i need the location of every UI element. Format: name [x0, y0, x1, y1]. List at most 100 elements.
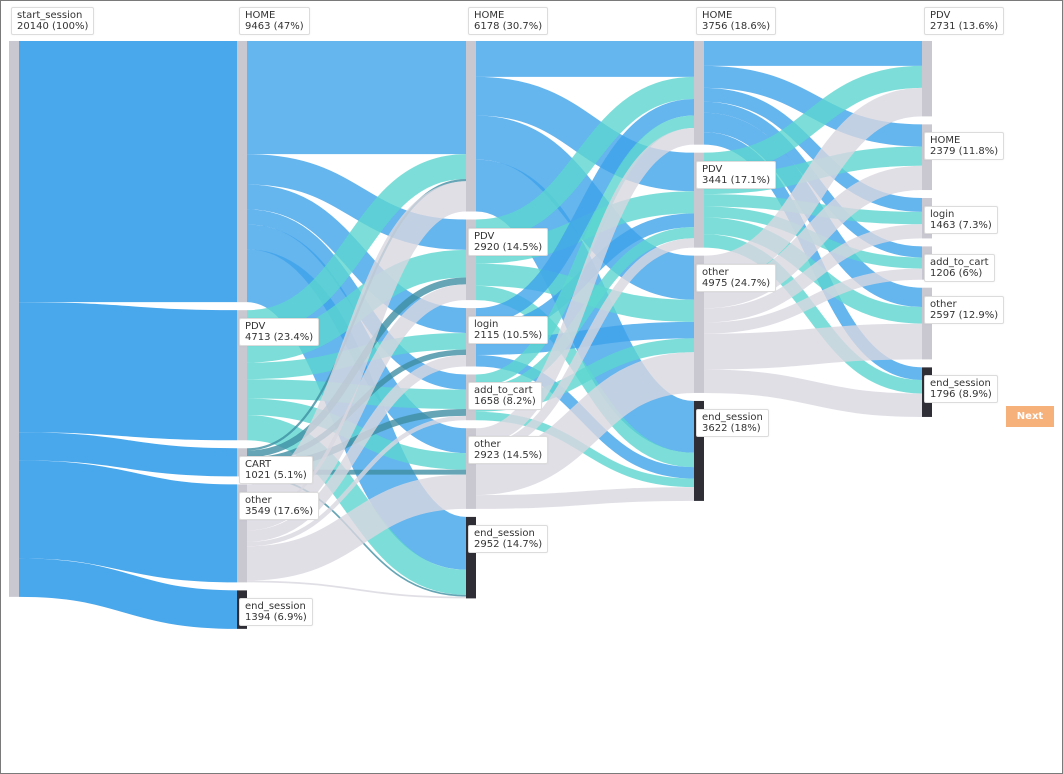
sankey-node-end-session[interactable]	[694, 400, 704, 501]
node-label-value: 3549 (17.6%)	[245, 506, 314, 518]
node-label: end_session 1796 (8.9%)	[924, 375, 998, 404]
sankey-link	[246, 415, 467, 547]
sankey-link	[703, 65, 923, 147]
node-label-name: add_to_cart	[930, 257, 989, 269]
sankey-link	[475, 98, 695, 325]
node-label-name: HOME	[930, 135, 961, 147]
node-label-value: 2597 (12.9%)	[930, 309, 999, 321]
sankey-link	[18, 558, 238, 629]
sankey-link	[703, 87, 923, 212]
node-label-value: 6178 (30.7%)	[474, 21, 543, 32]
sankey-link	[475, 127, 695, 445]
sankey-node-PDV[interactable]	[237, 310, 247, 441]
node-label: login 1463 (7.3%)	[924, 206, 998, 235]
node-label-name: PDV	[474, 230, 495, 242]
sankey-link	[475, 76, 695, 242]
node-label: HOME 9463 (47%)	[239, 7, 310, 35]
node-label: end_session 2952 (14.7%)	[468, 524, 549, 553]
node-label-value: 20140 (100%)	[17, 21, 89, 32]
sankey-link	[703, 87, 923, 285]
node-label-value: 1463 (7.3%)	[930, 220, 992, 232]
node-label-value: 4713 (23.4%)	[245, 332, 314, 344]
node-label: add_to_cart 1658 (8.2%)	[468, 382, 542, 411]
sankey-link	[703, 65, 923, 175]
node-label-name: other	[702, 266, 729, 278]
node-label: CART 1021 (5.1%)	[239, 456, 313, 485]
sankey-link	[703, 369, 923, 417]
sankey-link	[246, 355, 467, 542]
node-label-value: 2379 (11.8%)	[930, 146, 999, 158]
node-label: end_session 1394 (6.9%)	[239, 598, 313, 627]
sankey-node-other[interactable]	[694, 255, 704, 393]
node-label: HOME 3756 (18.6%)	[696, 7, 777, 35]
node-label-name: PDV	[702, 163, 723, 175]
sankey-node-HOME[interactable]	[694, 41, 704, 145]
sankey-link	[246, 398, 467, 470]
node-label-name: PDV	[245, 321, 266, 333]
sankey-node-PDV[interactable]	[922, 41, 932, 117]
node-label-value: 1658 (8.2%)	[474, 396, 536, 408]
sankey-link	[246, 154, 467, 336]
sankey-node-end-session[interactable]	[466, 516, 476, 599]
sankey-links	[18, 40, 923, 629]
sankey-link	[703, 224, 923, 323]
node-label-name: add_to_cart	[474, 385, 533, 397]
sankey-link	[246, 580, 467, 599]
node-label-name: end_session	[245, 601, 306, 613]
node-label: other 2923 (14.5%)	[468, 436, 549, 465]
node-label-name: end_session	[474, 527, 535, 539]
sankey-node-PDV[interactable]	[694, 152, 704, 248]
sankey-node-PDV[interactable]	[466, 219, 476, 301]
node-label-value: 2731 (13.6%)	[930, 21, 999, 32]
sankey-link	[475, 352, 695, 496]
node-label-value: 1021 (5.1%)	[245, 470, 307, 482]
node-label: other 3549 (17.6%)	[239, 492, 320, 521]
node-label-value: 2952 (14.7%)	[474, 538, 543, 550]
node-label-name: HOME	[474, 10, 505, 21]
sankey-node-other[interactable]	[466, 428, 476, 509]
sankey-link	[18, 432, 238, 477]
sankey-link	[475, 487, 695, 509]
sankey-link	[703, 268, 923, 334]
node-label-name: end_session	[930, 378, 991, 390]
node-label-name: other	[930, 298, 957, 310]
node-label-value: 2923 (14.5%)	[474, 450, 543, 462]
node-label-value: 1206 (6%)	[930, 268, 983, 280]
node-label: other 2597 (12.9%)	[924, 295, 1005, 324]
next-button[interactable]: Next	[1006, 406, 1054, 427]
sankey-link	[703, 323, 923, 370]
sankey-link	[246, 474, 467, 581]
node-label-value: 3756 (18.6%)	[702, 21, 771, 32]
node-label-name: CART	[245, 459, 272, 471]
node-label: start_session 20140 (100%)	[11, 7, 95, 35]
node-label: end_session 3622 (18%)	[696, 408, 769, 437]
node-label: other 4975 (24.7%)	[696, 263, 777, 292]
node-label: add_to_cart 1206 (6%)	[924, 254, 995, 283]
node-label-name: PDV	[930, 10, 951, 21]
sankey-link	[18, 302, 238, 441]
sankey-node-HOME[interactable]	[466, 41, 476, 212]
node-label-name: login	[930, 209, 955, 221]
sankey-link	[475, 76, 695, 192]
sankey-node-start-session[interactable]	[9, 41, 19, 597]
node-label-value: 4975 (24.7%)	[702, 277, 771, 289]
node-label-value: 3622 (18%)	[702, 422, 761, 434]
sankey-node-other[interactable]	[237, 484, 247, 583]
node-label: HOME 6178 (30.7%)	[468, 7, 549, 35]
node-label-name: HOME	[702, 10, 733, 21]
node-label-name: other	[474, 439, 501, 451]
node-label: PDV 2731 (13.6%)	[924, 7, 1005, 35]
node-label-name: other	[245, 495, 272, 507]
sankey-link	[475, 115, 695, 387]
node-label-name: start_session	[17, 10, 83, 21]
node-label-name: end_session	[702, 411, 763, 423]
node-label: PDV 3441 (17.1%)	[696, 160, 777, 189]
node-label: HOME 2379 (11.8%)	[924, 132, 1005, 161]
node-label-name: HOME	[245, 10, 276, 21]
sankey-link	[246, 154, 467, 250]
node-label: PDV 4713 (23.4%)	[239, 318, 320, 347]
sankey-link	[18, 460, 238, 583]
sankey-node-HOME[interactable]	[237, 41, 247, 303]
node-label-value: 1796 (8.9%)	[930, 389, 992, 401]
